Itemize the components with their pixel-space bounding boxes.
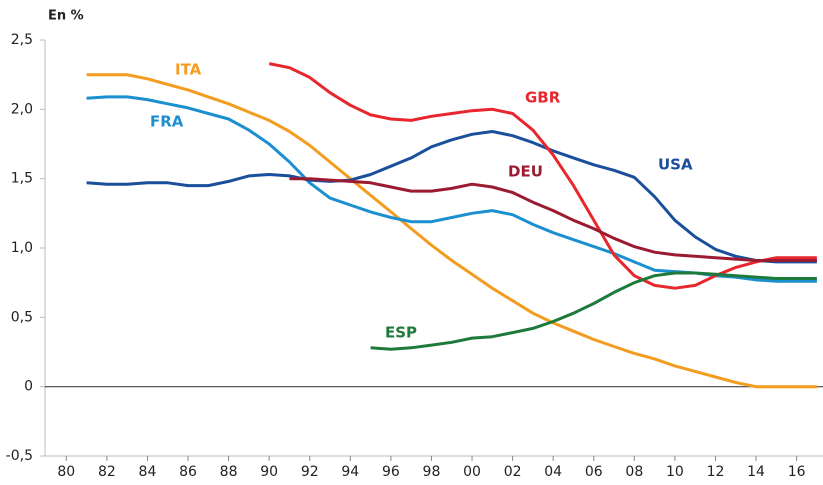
x-tick-label: 00 <box>463 464 481 480</box>
series-label: GBR <box>525 89 561 107</box>
line-series <box>289 177 817 262</box>
series-label: FRA <box>150 113 184 131</box>
x-tick-label: 14 <box>747 464 765 480</box>
x-tick-label: 06 <box>585 464 603 480</box>
line-series <box>86 73 817 389</box>
x-tick-label: 90 <box>260 464 278 480</box>
x-tick-label: 80 <box>57 464 75 480</box>
y-tick-label: 1,5 <box>11 171 33 187</box>
x-tick-label: 98 <box>423 464 441 480</box>
x-tick-label: 96 <box>382 464 400 480</box>
series-label: ITA <box>175 61 202 79</box>
series-label: DEU <box>508 163 543 181</box>
y-tick-label: 1,0 <box>11 240 33 256</box>
x-tick-label: 88 <box>220 464 238 480</box>
line-series <box>86 130 817 264</box>
x-tick-label: 86 <box>179 464 197 480</box>
x-tick-label: 12 <box>707 464 725 480</box>
x-tick-label: 08 <box>625 464 643 480</box>
line-series <box>370 271 817 351</box>
x-tick-label: 04 <box>544 464 562 480</box>
x-tick-label: 82 <box>98 464 116 480</box>
line-series <box>268 62 817 290</box>
x-tick-label: 16 <box>788 464 806 480</box>
y-tick-label: 2,5 <box>11 32 33 48</box>
x-tick-label: 10 <box>666 464 684 480</box>
x-tick-label: 84 <box>139 464 157 480</box>
y-tick-label: 0 <box>24 379 33 395</box>
y-tick-label: -0,5 <box>6 448 33 464</box>
x-tick-label: 02 <box>504 464 522 480</box>
y-tick-label: 0,5 <box>11 309 33 325</box>
series-label: ESP <box>385 324 417 342</box>
series-label: USA <box>658 156 693 174</box>
y-tick-label: 2,0 <box>11 101 33 117</box>
x-tick-label: 94 <box>341 464 359 480</box>
y-axis-label: En % <box>48 9 84 24</box>
x-tick-label: 92 <box>301 464 319 480</box>
